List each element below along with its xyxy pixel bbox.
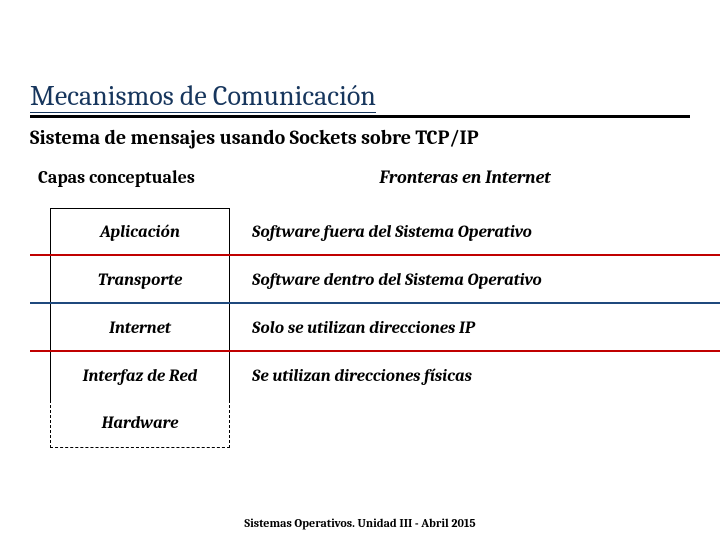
layer-cell: Transporte bbox=[50, 256, 230, 304]
layer-cell: Hardware bbox=[50, 400, 230, 448]
title-tick-bar bbox=[30, 112, 690, 118]
title-wrap: Mecanismos de Comunicación bbox=[30, 80, 690, 118]
desc-cell: Se utilizan direcciones físicas bbox=[230, 367, 690, 386]
header-right: Fronteras en Internet bbox=[240, 167, 690, 188]
header-left: Capas conceptuales bbox=[30, 167, 240, 188]
desc-cell: Solo se utilizan direcciones IP bbox=[230, 319, 690, 338]
layers-table: Aplicación Software fuera del Sistema Op… bbox=[50, 208, 690, 448]
layer-cell: Interfaz de Red bbox=[50, 352, 230, 400]
layer-cell: Aplicación bbox=[50, 208, 230, 256]
table-row: Aplicación Software fuera del Sistema Op… bbox=[50, 208, 690, 256]
column-headers: Capas conceptuales Fronteras en Internet bbox=[30, 167, 690, 188]
slide: Mecanismos de Comunicación Sistema de me… bbox=[0, 0, 720, 540]
table-row: Internet Solo se utilizan direcciones IP bbox=[50, 304, 690, 352]
desc-cell: Software dentro del Sistema Operativo bbox=[230, 271, 690, 290]
desc-cell: Software fuera del Sistema Operativo bbox=[230, 223, 690, 242]
layer-cell: Internet bbox=[50, 304, 230, 352]
page-title: Mecanismos de Comunicación bbox=[30, 80, 376, 113]
table-row: Hardware bbox=[50, 400, 690, 448]
table-row: Interfaz de Red Se utilizan direcciones … bbox=[50, 352, 690, 400]
footer-text: Sistemas Operativos. Unidad III - Abril … bbox=[0, 516, 720, 530]
table-row: Transporte Software dentro del Sistema O… bbox=[50, 256, 690, 304]
subtitle: Sistema de mensajes usando Sockets sobre… bbox=[30, 126, 690, 149]
